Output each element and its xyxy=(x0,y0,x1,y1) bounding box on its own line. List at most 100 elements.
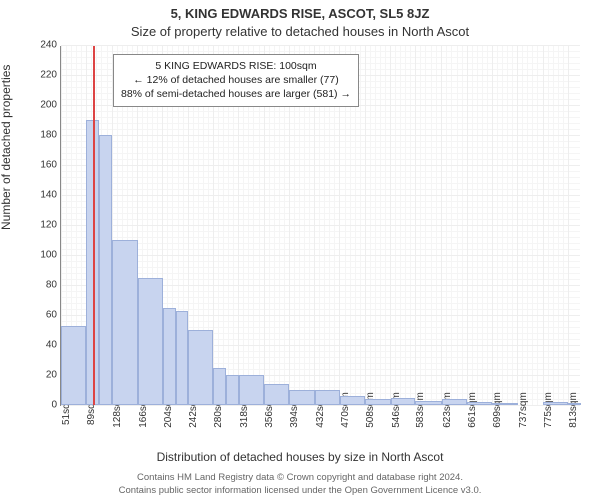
y-tick-label: 100 xyxy=(40,250,57,261)
histogram-bar xyxy=(340,396,365,405)
histogram-bar xyxy=(289,390,314,405)
histogram-bar xyxy=(138,278,163,406)
grid-minor-v xyxy=(375,46,376,405)
grid-major-v xyxy=(441,46,442,405)
histogram-bar xyxy=(188,330,213,405)
footer-line-2: Contains public sector information licen… xyxy=(0,485,600,497)
histogram-bar xyxy=(391,398,416,406)
x-tick-label: 699sqm xyxy=(492,390,503,428)
grid-minor-v xyxy=(502,46,503,405)
y-axis-label: Number of detached properties xyxy=(0,65,13,230)
y-tick-label: 140 xyxy=(40,190,57,201)
grid-minor-v xyxy=(410,46,411,405)
histogram-bar xyxy=(543,402,568,405)
grid-minor-v xyxy=(563,46,564,405)
histogram-bar xyxy=(264,384,289,405)
grid-major-h xyxy=(61,255,580,256)
histogram-bar xyxy=(467,402,492,405)
y-tick-label: 120 xyxy=(40,220,57,231)
info-line-3: 88% of semi-detached houses are larger (… xyxy=(121,87,351,101)
grid-minor-v xyxy=(405,46,406,405)
grid-minor-v xyxy=(507,46,508,405)
y-tick-label: 0 xyxy=(51,400,57,411)
grid-minor-v xyxy=(446,46,447,405)
grid-major-v xyxy=(415,46,416,405)
histogram-bar xyxy=(213,368,226,406)
x-tick-label: 623sqm xyxy=(442,390,453,428)
grid-minor-v xyxy=(527,46,528,405)
grid-minor-v xyxy=(385,46,386,405)
grid-minor-v xyxy=(400,46,401,405)
histogram-bar xyxy=(442,399,467,405)
x-tick-label: 813sqm xyxy=(568,390,579,428)
grid-major-v xyxy=(467,46,468,405)
grid-major-v xyxy=(390,46,391,405)
y-tick-label: 60 xyxy=(46,310,57,321)
chart-subtitle: Size of property relative to detached ho… xyxy=(0,24,600,39)
grid-minor-v xyxy=(395,46,396,405)
grid-major-h xyxy=(61,225,580,226)
grid-minor-v xyxy=(553,46,554,405)
x-tick-label: 508sqm xyxy=(365,390,376,428)
x-tick-label: 546sqm xyxy=(391,390,402,428)
grid-minor-v xyxy=(548,46,549,405)
x-tick-label: 737sqm xyxy=(518,390,529,428)
grid-major-h xyxy=(61,195,580,196)
grid-minor-v xyxy=(512,46,513,405)
grid-major-v xyxy=(365,46,366,405)
y-tick-label: 80 xyxy=(46,280,57,291)
histogram-bar xyxy=(176,311,189,406)
chart-info-box: 5 KING EDWARDS RISE: 100sqm ← 12% of det… xyxy=(113,54,359,107)
histogram-bar xyxy=(99,135,112,405)
info-line-2: ← 12% of detached houses are smaller (77… xyxy=(121,73,351,87)
page-title: 5, KING EDWARDS RISE, ASCOT, SL5 8JZ xyxy=(0,6,600,21)
histogram-bar xyxy=(492,403,517,405)
histogram-bar xyxy=(226,375,239,405)
y-tick-label: 240 xyxy=(40,40,57,51)
grid-minor-v xyxy=(532,46,533,405)
info-line-1: 5 KING EDWARDS RISE: 100sqm xyxy=(121,59,351,73)
grid-minor-v xyxy=(451,46,452,405)
grid-minor-v xyxy=(522,46,523,405)
grid-minor-v xyxy=(462,46,463,405)
grid-minor-v xyxy=(370,46,371,405)
grid-minor-v xyxy=(425,46,426,405)
histogram-bar xyxy=(415,401,442,406)
histogram-bar xyxy=(568,403,581,405)
grid-major-h xyxy=(61,45,580,46)
y-tick-label: 220 xyxy=(40,70,57,81)
footer-attribution: Contains HM Land Registry data © Crown c… xyxy=(0,472,600,497)
grid-minor-v xyxy=(497,46,498,405)
histogram-bar xyxy=(163,308,176,406)
grid-minor-v xyxy=(472,46,473,405)
grid-major-v xyxy=(543,46,544,405)
grid-minor-v xyxy=(558,46,559,405)
grid-minor-v xyxy=(420,46,421,405)
grid-minor-v xyxy=(482,46,483,405)
grid-minor-v xyxy=(477,46,478,405)
histogram-bar xyxy=(239,375,264,405)
y-tick-label: 180 xyxy=(40,130,57,141)
histogram-bar xyxy=(112,240,137,405)
grid-major-v xyxy=(517,46,518,405)
grid-minor-v xyxy=(380,46,381,405)
grid-minor-v xyxy=(436,46,437,405)
histogram-bar xyxy=(315,390,340,405)
grid-minor-v xyxy=(457,46,458,405)
grid-major-v xyxy=(492,46,493,405)
grid-minor-v xyxy=(431,46,432,405)
property-marker-line xyxy=(93,46,95,405)
y-tick-label: 20 xyxy=(46,370,57,381)
x-tick-label: 775sqm xyxy=(543,390,554,428)
x-tick-label: 661sqm xyxy=(467,390,478,428)
x-tick-label: 583sqm xyxy=(415,390,426,428)
y-tick-label: 200 xyxy=(40,100,57,111)
grid-minor-v xyxy=(360,46,361,405)
grid-minor-v xyxy=(487,46,488,405)
chart-plot-area: 02040608010012014016018020022024051sqm89… xyxy=(60,46,580,406)
histogram-bar xyxy=(61,326,86,406)
grid-minor-v xyxy=(537,46,538,405)
grid-major-h xyxy=(61,165,580,166)
x-axis-label: Distribution of detached houses by size … xyxy=(0,450,600,464)
y-tick-label: 160 xyxy=(40,160,57,171)
